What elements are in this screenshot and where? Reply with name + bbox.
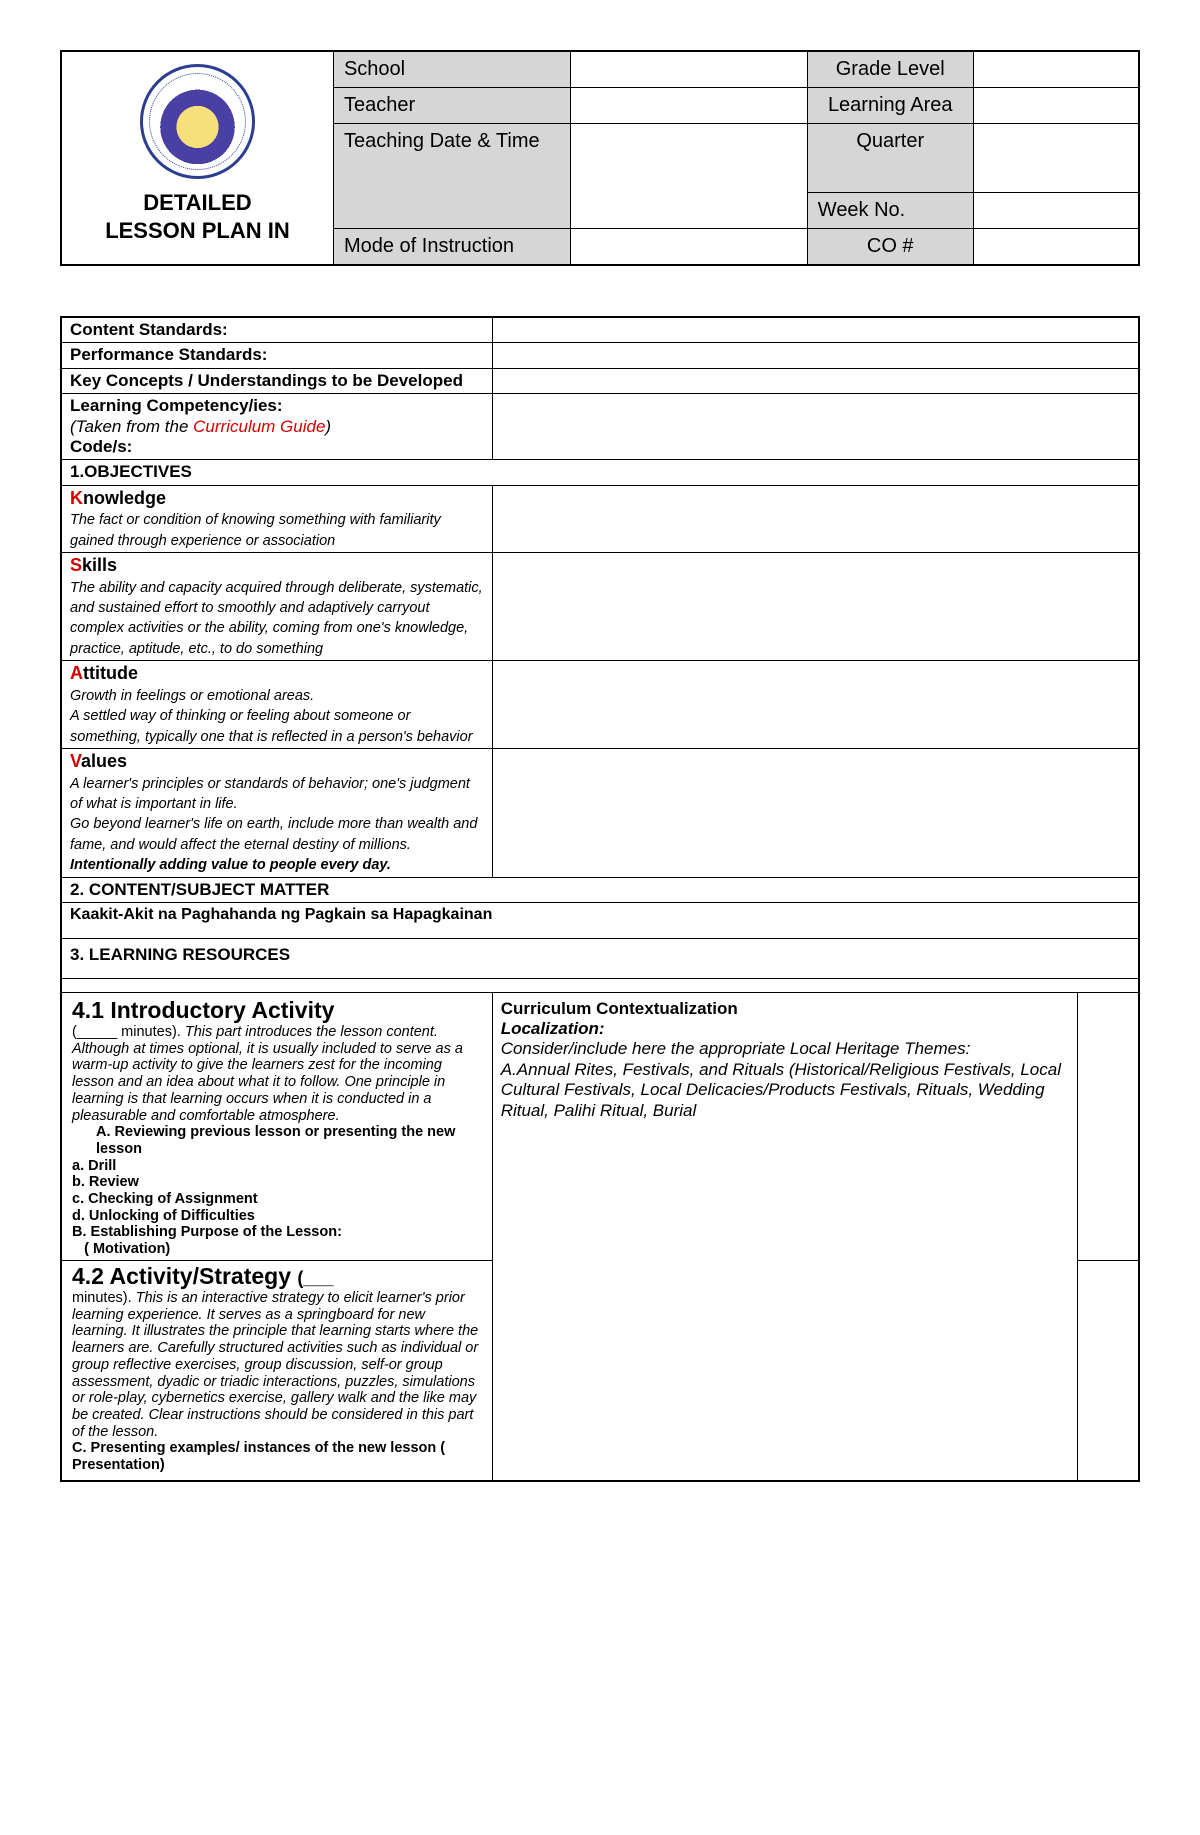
label-teacher: Teacher [333,88,570,124]
value-co-num[interactable] [973,229,1139,266]
values-desc2: Go beyond learner's life on earth, inclu… [70,816,477,852]
a41-b: b. Review [72,1174,482,1191]
lc-line2a: (Taken from the [70,417,193,436]
label-co-num: CO # [807,229,973,266]
content-text: Kaakit-Akit na Paghahanda ng Pagkain sa … [61,902,1139,938]
plan-title: DETAILED LESSON PLAN IN [66,185,329,244]
logo-wrap [66,60,329,185]
codes-label: Code/s: [70,437,132,456]
key-concepts-value[interactable] [492,368,1139,393]
attitude-k: A [70,663,83,683]
activity-41-title: 4.1 Introductory Activity [72,997,482,1025]
lc-line2c: ) [325,417,331,436]
label-teaching-date: Teaching Date & Time [333,124,570,229]
label-quarter: Quarter [807,124,973,193]
activity-42-body: minutes). This is an interactive strateg… [72,1290,482,1440]
skills-desc: The ability and capacity acquired throug… [70,580,483,657]
a41-d: d. Unlocking of Difficulties [72,1208,482,1225]
body-table: Content Standards: Performance Standards… [60,316,1140,1482]
value-week-no[interactable] [973,193,1139,229]
content-heading: 2. CONTENT/SUBJECT MATTER [61,877,1139,902]
deped-seal-icon [140,64,255,179]
attitude-value[interactable] [492,661,1139,749]
a42-C-head: C. Presenting examples/ instances of the… [72,1440,482,1473]
knowledge-cell: Knowledge The fact or condition of knowi… [61,485,492,552]
value-teacher[interactable] [570,88,807,124]
label-school: School [333,51,570,88]
label-learning-area: Learning Area [807,88,973,124]
value-teaching-date[interactable] [570,124,807,229]
skills-cell: Skills The ability and capacity acquired… [61,553,492,661]
ctx-l2: Localization: [501,1019,1070,1039]
lc-line2b: Curriculum Guide [193,417,325,436]
activity-42-cell: 4.2 Activity/Strategy (___ minutes). Thi… [61,1260,492,1480]
resources-blank-row[interactable] [61,978,1139,992]
values-value[interactable] [492,749,1139,878]
a41-B1: B. Establishing Purpose of the Lesson: [72,1224,482,1241]
label-mode: Mode of Instruction [333,229,570,266]
a42-min: minutes). [72,1290,136,1306]
a41-A-head: A. Reviewing previous lesson or presenti… [72,1124,482,1157]
activity-41-body: (_____ minutes). This part introduces th… [72,1024,482,1124]
a41-c: c. Checking of Assignment [72,1191,482,1208]
values-rest: alues [81,751,127,771]
header-left-cell: DETAILED LESSON PLAN IN [61,51,333,265]
value-quarter[interactable] [973,124,1139,193]
skills-rest: kills [82,555,117,575]
content-standards-label: Content Standards: [61,317,492,343]
skills-k: S [70,555,82,575]
performance-standards-label: Performance Standards: [61,343,492,368]
activity-42-title: 4.2 Activity/Strategy [72,1263,297,1289]
context-cell: Curriculum Contextualization Localizatio… [492,992,1078,1480]
activity-41-cell: 4.1 Introductory Activity (_____ minutes… [61,992,492,1260]
a41-B2: ( Motivation) [72,1241,482,1258]
value-school[interactable] [570,51,807,88]
a41-a: a. Drill [72,1158,482,1175]
a41-min: (_____ minutes). [72,1024,185,1040]
knowledge-value[interactable] [492,485,1139,552]
value-grade-level[interactable] [973,51,1139,88]
knowledge-desc: The fact or condition of knowing somethi… [70,512,441,548]
performance-standards-value[interactable] [492,343,1139,368]
activity-42-value[interactable] [1078,1260,1139,1480]
values-desc1: A learner's principles or standards of b… [70,776,470,812]
resources-heading: 3. LEARNING RESOURCES [61,939,1139,978]
attitude-rest: ttitude [83,663,138,683]
values-desc3: Intentionally adding value to people eve… [70,857,391,873]
ctx-l3: Consider/include here the appropriate Lo… [501,1039,1070,1059]
knowledge-rest: nowledge [83,488,166,508]
values-k: V [70,751,81,771]
knowledge-k: K [70,488,83,508]
title-line2: LESSON PLAN IN [105,218,290,243]
values-cell: Values A learner's principles or standar… [61,749,492,878]
ctx-l1: Curriculum Contextualization [501,999,1070,1019]
title-line1: DETAILED [143,190,251,215]
header-table: DETAILED LESSON PLAN IN School Grade Lev… [60,50,1140,266]
activity-42-suf: (___ [297,1268,333,1288]
attitude-desc: Growth in feelings or emotional areas. A… [70,688,473,745]
value-learning-area[interactable] [973,88,1139,124]
key-concepts-label: Key Concepts / Understandings to be Deve… [61,368,492,393]
attitude-cell: Attitude Growth in feelings or emotional… [61,661,492,749]
skills-value[interactable] [492,553,1139,661]
a42-desc: This is an interactive strategy to elici… [72,1290,478,1439]
content-standards-value[interactable] [492,317,1139,343]
label-grade-level: Grade Level [807,51,973,88]
value-mode[interactable] [570,229,807,266]
label-week-no: Week No. [807,193,973,229]
lc-line1: Learning Competency/ies: [70,396,283,415]
ctx-l4: A.Annual Rites, Festivals, and Rituals (… [501,1060,1070,1121]
learning-competency-label: Learning Competency/ies: (Taken from the… [61,394,492,460]
learning-competency-value[interactable] [492,394,1139,460]
activity-41-value[interactable] [1078,992,1139,1260]
objectives-heading: 1.OBJECTIVES [61,460,1139,485]
